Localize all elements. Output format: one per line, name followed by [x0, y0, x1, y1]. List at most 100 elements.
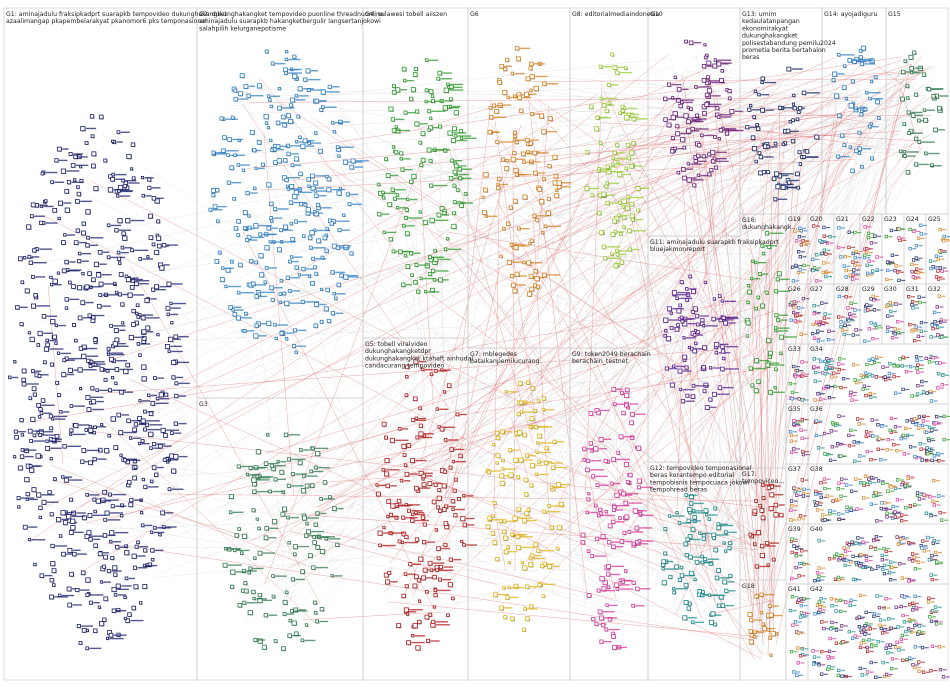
node: [102, 533, 108, 538]
node-label-mark: [523, 411, 537, 413]
node-label-mark: [391, 174, 399, 177]
edge: [628, 199, 710, 546]
node: [33, 562, 37, 567]
node: [85, 577, 91, 583]
node: [140, 438, 145, 443]
node: [67, 602, 73, 608]
node: [542, 81, 547, 86]
node-label-mark: [34, 215, 45, 217]
node: [64, 207, 70, 213]
node-label-mark: [45, 222, 58, 224]
node: [598, 511, 603, 516]
node-label-mark: [112, 541, 121, 543]
node: [75, 588, 80, 592]
node: [309, 469, 313, 474]
node: [264, 265, 269, 270]
node: [75, 199, 80, 204]
node-label-mark: [609, 604, 618, 607]
node: [591, 616, 596, 622]
node: [388, 106, 394, 112]
node: [129, 498, 134, 503]
node: [522, 194, 528, 200]
node-label-mark: [332, 86, 340, 88]
node-label-mark: [47, 501, 59, 503]
node: [236, 464, 241, 469]
node-label-mark: [307, 139, 315, 142]
edge: [289, 530, 497, 585]
node-label-mark: [311, 70, 319, 72]
edge: [522, 69, 622, 483]
node: [708, 397, 713, 402]
node: [266, 94, 271, 98]
node: [319, 606, 325, 612]
edge: [490, 126, 527, 179]
node: [384, 157, 388, 162]
node-label-mark: [291, 153, 299, 155]
node: [314, 98, 320, 104]
edge: [292, 113, 845, 181]
node: [612, 645, 617, 650]
node: [615, 70, 620, 75]
node: [292, 54, 297, 59]
node: [459, 136, 464, 140]
edge: [130, 266, 321, 603]
edge: [407, 132, 934, 413]
node: [125, 618, 130, 623]
node: [285, 275, 290, 280]
edge: [617, 128, 924, 545]
node-label-mark: [538, 426, 553, 428]
cluster-g7: [485, 380, 571, 632]
node: [38, 505, 43, 510]
node: [429, 217, 435, 224]
node: [8, 375, 12, 379]
edge: [495, 464, 504, 510]
node: [606, 572, 611, 577]
node: [537, 433, 542, 439]
node: [582, 458, 587, 462]
edge: [762, 260, 770, 621]
node: [224, 284, 228, 288]
small-group-box-11: [859, 283, 883, 345]
node-label-mark: [444, 100, 452, 102]
node: [680, 137, 686, 143]
node-label-mark: [382, 544, 396, 547]
node-label-mark: [335, 271, 345, 274]
node: [690, 394, 696, 399]
node: [617, 516, 622, 520]
node-label-mark: [127, 459, 141, 462]
node-label-mark: [600, 170, 610, 172]
group-boxes-layer: [3, 7, 949, 681]
node: [599, 576, 605, 582]
node: [530, 112, 534, 116]
node: [607, 523, 613, 529]
node: [54, 341, 58, 345]
node: [311, 565, 316, 570]
node: [271, 594, 276, 599]
node: [76, 191, 82, 197]
node: [585, 467, 590, 473]
node-label-mark: [466, 544, 477, 546]
node-label-mark: [383, 532, 395, 534]
node-label-mark: [594, 555, 607, 557]
node: [451, 459, 456, 464]
node: [290, 472, 295, 476]
node: [420, 131, 426, 137]
node: [324, 174, 329, 179]
node: [618, 111, 622, 115]
node-label-mark: [259, 295, 268, 298]
node: [637, 485, 641, 490]
node: [219, 116, 224, 121]
node-label-mark: [429, 59, 439, 62]
node: [104, 448, 110, 454]
node: [131, 605, 136, 611]
node: [523, 91, 529, 97]
node: [174, 393, 179, 399]
node: [319, 497, 323, 501]
edge: [158, 129, 770, 552]
node: [235, 315, 241, 321]
node: [45, 439, 49, 443]
node-label-mark: [546, 130, 557, 133]
node: [164, 392, 169, 397]
node-label-mark: [58, 324, 66, 327]
node-label-mark: [682, 388, 695, 391]
